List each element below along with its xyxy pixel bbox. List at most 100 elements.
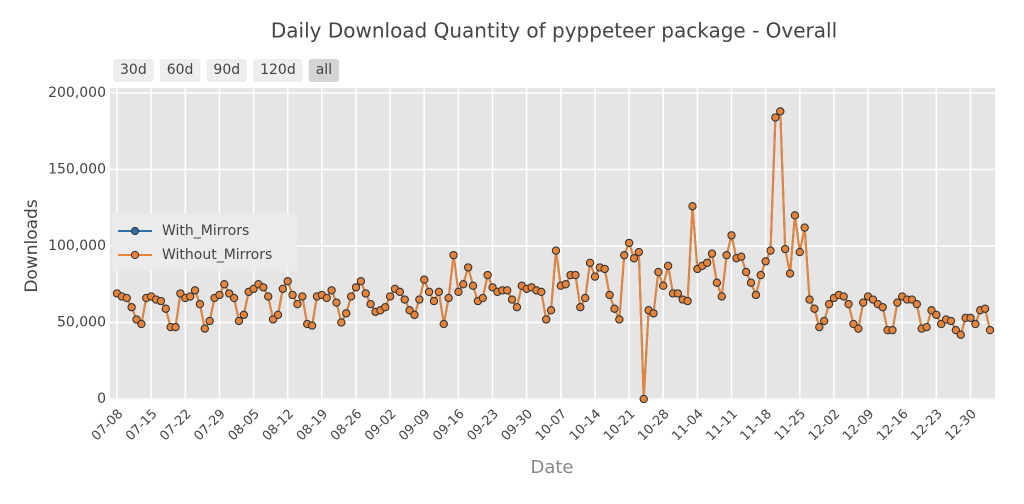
data-point (649, 309, 658, 318)
data-point (985, 326, 995, 335)
data-point (844, 300, 853, 309)
data-point (327, 286, 336, 295)
data-point (820, 316, 829, 326)
x-tick-label: 11-04 (669, 407, 706, 444)
data-point (444, 293, 453, 303)
data-point (683, 296, 692, 306)
data-point (381, 303, 390, 312)
x-tick-label: 12-23 (908, 407, 945, 444)
data-point (278, 284, 287, 293)
data-point (620, 251, 629, 260)
data-point (410, 310, 419, 319)
data-point (756, 270, 765, 280)
data-point (795, 248, 804, 257)
y-tick-label: 50,000 (57, 315, 106, 331)
data-point (200, 324, 209, 333)
data-point (742, 267, 751, 277)
x-tick-label: 10-14 (567, 407, 604, 444)
range-button-bg (253, 59, 303, 82)
data-point (781, 244, 790, 254)
data-point (590, 272, 600, 281)
data-point (351, 283, 361, 292)
data-point (800, 223, 809, 232)
x-tick-label: 12-02 (806, 407, 843, 444)
data-point (234, 316, 244, 326)
range-button-label: 120d (260, 62, 296, 78)
x-tick-label: 08-05 (226, 407, 263, 444)
x-tick-label: 09-09 (396, 407, 433, 444)
x-tick-label: 08-12 (260, 407, 297, 444)
data-point (673, 289, 682, 298)
range-button[interactable]: all (308, 59, 340, 82)
x-tick-label: 07-29 (191, 407, 228, 444)
x-tick-label: 11-18 (738, 407, 775, 444)
range-button[interactable]: 120d (253, 59, 303, 82)
data-point (171, 322, 180, 332)
data-point (737, 252, 746, 261)
data-point (727, 231, 736, 240)
range-button-bg (113, 59, 154, 82)
data-point (751, 290, 760, 300)
x-tick-label: 12-30 (942, 407, 979, 444)
data-point (761, 257, 770, 266)
range-button[interactable]: 90d (206, 59, 248, 82)
legend-box (112, 213, 297, 271)
x-tick-label: 08-26 (328, 407, 365, 444)
data-point (503, 286, 512, 295)
x-tick-label: 07-15 (123, 407, 160, 444)
data-point (225, 289, 234, 298)
data-point (605, 290, 614, 300)
legend-label: With_Mirrors (162, 223, 249, 239)
range-button-label: 90d (213, 62, 240, 78)
x-tick-label: 09-16 (430, 407, 467, 444)
data-point (259, 283, 268, 292)
data-point (512, 303, 522, 312)
data-point (615, 315, 624, 324)
data-point (161, 304, 170, 313)
range-button-label: 30d (120, 62, 147, 78)
range-button-bg (159, 59, 201, 82)
y-axis-label: Downloads (22, 199, 42, 293)
range-button-bg (308, 59, 340, 82)
data-point (190, 286, 200, 295)
data-point (176, 289, 185, 298)
data-point (893, 298, 902, 307)
data-point (859, 298, 868, 307)
data-point (542, 315, 551, 324)
x-tick-label: 08-19 (294, 407, 331, 444)
data-point (439, 319, 448, 329)
data-point (307, 321, 317, 330)
data-point (347, 292, 356, 301)
x-axis-label: Date (530, 457, 573, 478)
range-button-bg (206, 59, 248, 82)
data-point (220, 280, 229, 289)
data-point (576, 303, 585, 312)
data-point (717, 292, 726, 301)
data-point (771, 113, 780, 122)
data-point (703, 258, 712, 267)
range-button[interactable]: 60d (159, 59, 201, 82)
data-point (951, 326, 960, 335)
data-point (186, 292, 195, 301)
data-point (468, 281, 478, 290)
data-point (337, 318, 346, 327)
data-point (229, 293, 239, 303)
data-point (688, 202, 697, 211)
data-point (966, 313, 975, 323)
data-point (137, 319, 146, 329)
range-button[interactable]: 30d (113, 59, 154, 82)
data-point (581, 293, 590, 303)
data-point (707, 249, 717, 258)
x-tick-label: 11-25 (772, 407, 809, 444)
data-point (156, 296, 165, 306)
data-point (205, 316, 214, 326)
data-point (386, 292, 395, 301)
data-point (946, 316, 956, 326)
data-point (634, 248, 643, 257)
data-point (273, 310, 283, 319)
x-tick-label: 10-07 (533, 407, 570, 444)
data-point (215, 290, 224, 300)
data-point (868, 295, 878, 304)
range-button-label: all (316, 62, 332, 78)
data-point (449, 251, 458, 260)
